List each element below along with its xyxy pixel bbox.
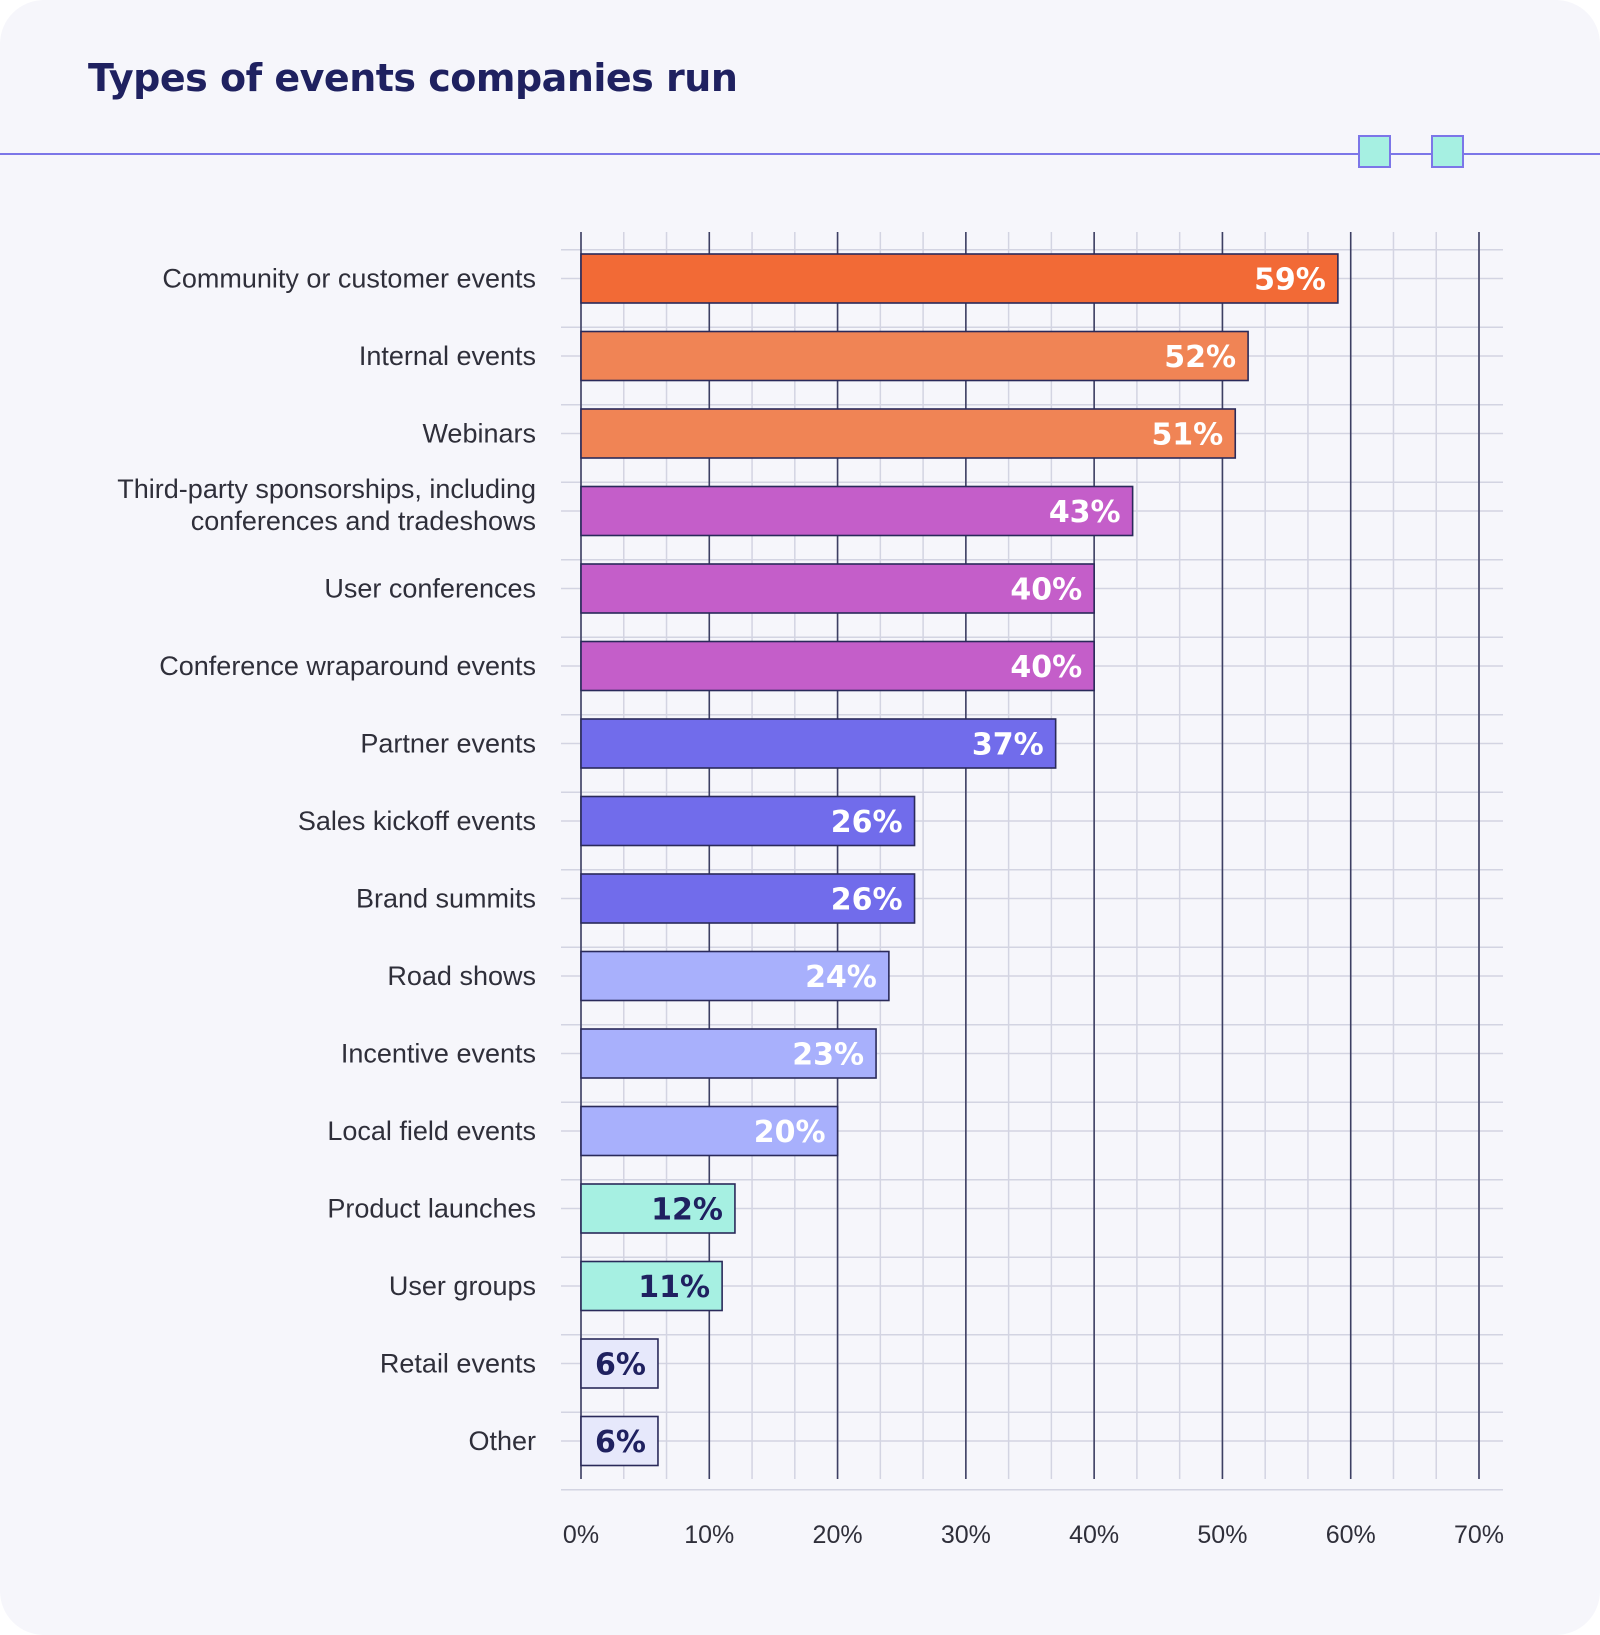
decorative-square-left xyxy=(1358,135,1391,168)
chart-title: Types of events companies run xyxy=(88,56,738,100)
bar-value-label: 12% xyxy=(651,1193,723,1228)
x-tick-label: 50% xyxy=(1197,1521,1247,1549)
bar xyxy=(580,718,1057,769)
category-label: Product launches xyxy=(327,1194,536,1224)
bar xyxy=(580,485,1134,537)
category-label-line: Product launches xyxy=(327,1194,536,1224)
bar-value-label: 43% xyxy=(1049,495,1121,530)
bar-value-label: 52% xyxy=(1164,340,1236,375)
x-tick-label: 40% xyxy=(1069,1521,1119,1549)
bar-value-label: 40% xyxy=(1010,573,1082,608)
category-label-line: Third-party sponsorships, including xyxy=(117,474,536,504)
category-label: Incentive events xyxy=(341,1039,536,1069)
bar xyxy=(580,563,1095,614)
bar-value-label: 26% xyxy=(831,805,903,840)
bar xyxy=(580,1183,736,1234)
category-label: Other xyxy=(468,1426,536,1456)
bar xyxy=(580,1105,839,1157)
category-label: Retail events xyxy=(380,1349,536,1379)
category-label-line: Community or customer events xyxy=(162,264,536,294)
category-label: Internal events xyxy=(359,341,536,371)
bar xyxy=(580,1415,659,1467)
bar-value-label: 11% xyxy=(638,1270,710,1305)
bar xyxy=(580,640,1095,692)
x-tick-label: 70% xyxy=(1454,1521,1504,1549)
category-label: Webinars xyxy=(422,419,536,449)
bar xyxy=(580,795,916,847)
header-divider-line xyxy=(0,153,1600,155)
category-label: Conference wraparound events xyxy=(159,651,536,681)
bar xyxy=(580,253,1339,304)
bar xyxy=(580,1028,877,1079)
category-label-line: Road shows xyxy=(387,961,536,991)
category-label-line: User groups xyxy=(389,1271,536,1301)
category-label-line: Conference wraparound events xyxy=(159,651,536,681)
category-label: Community or customer events xyxy=(162,264,536,294)
bar xyxy=(580,950,890,1002)
bar-value-label: 6% xyxy=(595,1348,646,1383)
x-tick-label: 30% xyxy=(941,1521,991,1549)
category-label-line: Internal events xyxy=(359,341,536,371)
bar-value-label: 20% xyxy=(754,1115,826,1150)
category-label-line: Retail events xyxy=(380,1349,536,1379)
category-label-line: Webinars xyxy=(422,419,536,449)
bar-value-label: 37% xyxy=(972,728,1044,763)
category-label-line: User conferences xyxy=(324,574,536,604)
bar-value-label: 23% xyxy=(792,1038,864,1073)
x-tick-label: 0% xyxy=(563,1521,599,1549)
bar xyxy=(580,1338,659,1389)
category-label-line: Sales kickoff events xyxy=(298,806,536,836)
category-label: Sales kickoff events xyxy=(298,806,536,836)
bar-value-label: 59% xyxy=(1254,263,1326,298)
bar xyxy=(580,408,1237,459)
category-label: Local field events xyxy=(327,1116,536,1146)
category-label-line: Incentive events xyxy=(341,1039,536,1069)
x-tick-label: 60% xyxy=(1326,1521,1376,1549)
category-label-line: Brand summits xyxy=(356,884,536,914)
x-tick-label: 10% xyxy=(684,1521,734,1549)
decorative-square-right xyxy=(1431,135,1464,168)
category-label: Third-party sponsorships, including confe… xyxy=(117,474,536,536)
category-label-line: Other xyxy=(468,1426,536,1456)
category-label: Brand summits xyxy=(356,884,536,914)
bar xyxy=(580,1260,723,1312)
category-label-line: conferences and tradeshows xyxy=(191,506,536,536)
category-label-line: Partner events xyxy=(360,729,536,759)
category-label: User conferences xyxy=(324,574,536,604)
category-label: Partner events xyxy=(360,729,536,759)
bar-value-label: 24% xyxy=(805,960,877,995)
bar xyxy=(580,873,916,924)
bar-value-label: 6% xyxy=(595,1425,646,1460)
category-label: Road shows xyxy=(387,961,536,991)
category-label-line: Local field events xyxy=(327,1116,536,1146)
bar-value-label: 40% xyxy=(1010,650,1082,685)
bar-value-label: 51% xyxy=(1151,418,1223,453)
category-label: User groups xyxy=(389,1271,536,1301)
x-tick-label: 20% xyxy=(813,1521,863,1549)
bar xyxy=(580,330,1249,382)
bar-value-label: 26% xyxy=(831,883,903,918)
